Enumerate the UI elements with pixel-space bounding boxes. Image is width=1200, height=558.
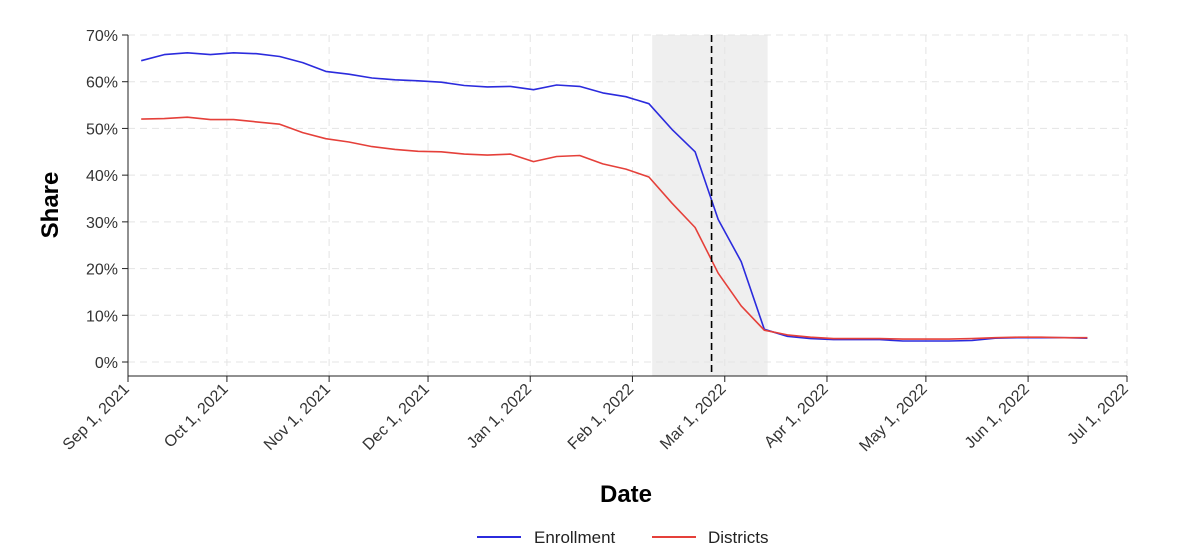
y-tick-label: 20% [86, 262, 118, 279]
y-tick-label: 70% [86, 28, 118, 45]
x-tick-label: May 1, 2022 [856, 381, 930, 455]
series-line-districts [141, 116, 1088, 340]
x-tick-label: Nov 1, 2021 [261, 381, 334, 454]
x-tick-label: Apr 1, 2022 [761, 381, 832, 452]
x-tick-label: Oct 1, 2021 [161, 381, 232, 452]
x-tick-label: Sep 1, 2021 [60, 381, 133, 454]
y-tick-label: 0% [95, 355, 118, 372]
x-tick-label: Jan 1, 2022 [464, 381, 535, 452]
shaded-period-layer [652, 35, 768, 376]
tick-labels-layer: 0% 10% 20% 30% 40% 50% 60% 70% Sep 1, 2021 Oct 1,… [60, 28, 1132, 455]
series-layer [140, 35, 1088, 376]
y-tick-label: 30% [86, 215, 118, 232]
y-axis-title: Share [37, 172, 64, 239]
legend-label-enrollment: Enrollment [534, 528, 616, 547]
shaded-period [652, 35, 768, 376]
y-tick-label: 60% [86, 75, 118, 92]
legend: Enrollment Districts [477, 528, 768, 547]
series-line-enrollment [140, 51, 1088, 342]
x-tick-label: Jul 1, 2022 [1064, 381, 1131, 448]
axes-layer [122, 34, 1128, 382]
x-tick-label: Feb 1, 2022 [565, 381, 637, 453]
y-tick-label: 50% [86, 121, 118, 138]
grid-layer [127, 34, 1128, 376]
x-tick-label: Mar 1, 2022 [657, 381, 729, 453]
x-tick-label: Jun 1, 2022 [962, 381, 1033, 452]
legend-label-districts: Districts [708, 528, 768, 547]
x-axis-title: Date [600, 481, 652, 508]
y-tick-label: 40% [86, 168, 118, 185]
x-tick-label: Dec 1, 2021 [360, 381, 433, 454]
y-tick-label: 10% [86, 308, 118, 325]
